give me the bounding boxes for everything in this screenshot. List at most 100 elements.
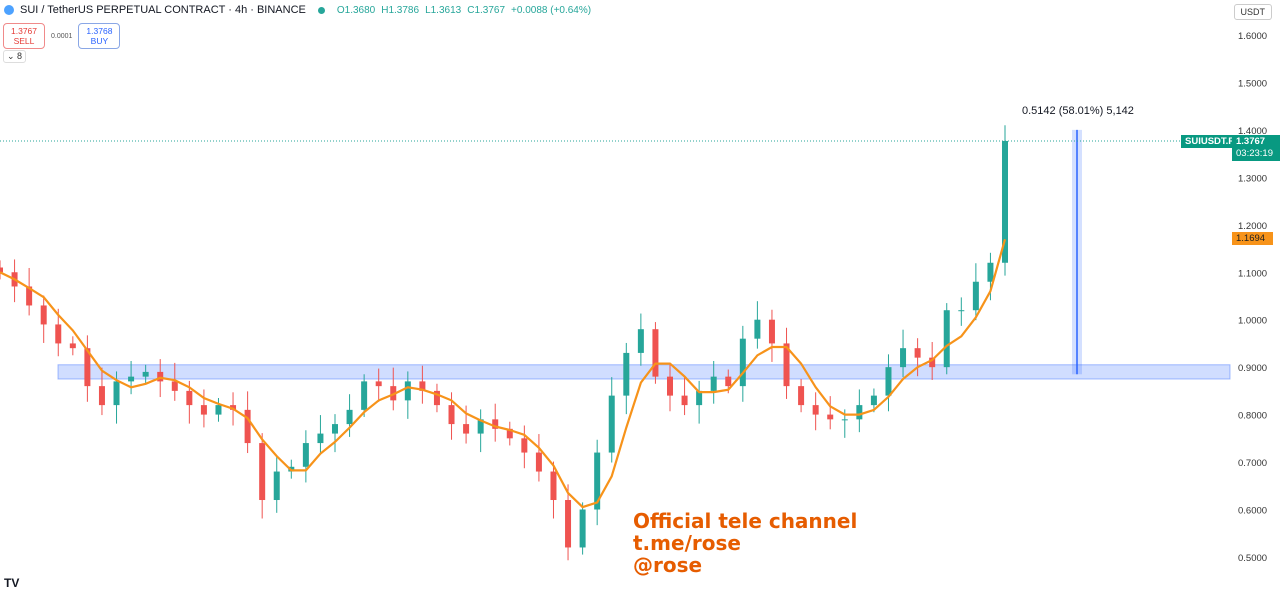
candle-body xyxy=(608,395,615,453)
symbol-header: SUI / TetherUS PERPETUAL CONTRACT · 4h ·… xyxy=(4,4,591,16)
y-tick-label: 1.6000 xyxy=(1238,31,1267,42)
y-tick-label: 1.5000 xyxy=(1238,78,1267,89)
tradingview-logo-icon[interactable]: TV xyxy=(4,576,20,590)
candle-body xyxy=(754,319,761,339)
candle-body xyxy=(652,329,659,377)
candle-body xyxy=(885,367,892,396)
candle-body xyxy=(477,419,484,434)
y-tick-label: 0.6000 xyxy=(1238,506,1267,517)
candle-body xyxy=(375,381,382,387)
candle-body xyxy=(244,409,251,444)
candle-body xyxy=(535,452,542,472)
candle-body xyxy=(230,405,237,410)
candle-body xyxy=(361,381,368,410)
sell-button[interactable]: 1.3767 SELL xyxy=(3,23,45,49)
measure-label: 0.5142 (58.01%) 5,142 xyxy=(1022,105,1134,117)
candle-body xyxy=(40,305,47,325)
candle-body xyxy=(215,405,222,415)
candle-body xyxy=(26,286,33,306)
sell-label: SELL xyxy=(13,36,35,46)
candle-body xyxy=(463,424,470,434)
candle-body xyxy=(171,381,178,391)
candle-body xyxy=(332,424,338,434)
ohlc-high: H1.3786 xyxy=(381,4,420,16)
ohlc-low: L1.3613 xyxy=(425,4,462,16)
last-price-tag: 1.3767 03:23:19 xyxy=(1232,135,1280,161)
candle-body xyxy=(783,343,790,387)
candle-body xyxy=(433,390,440,406)
y-tick-label: 0.8000 xyxy=(1238,411,1267,422)
candle-body xyxy=(492,419,499,429)
candle-body xyxy=(113,381,120,406)
buy-button[interactable]: 1.3768 BUY xyxy=(78,23,121,49)
watermark: Official tele channel t.me/rose @rose xyxy=(633,510,857,576)
symbol-price-tag: SUIUSDT.P xyxy=(1181,135,1239,148)
candle-body xyxy=(346,409,353,425)
candle-body xyxy=(157,371,164,382)
candle-body xyxy=(856,405,863,420)
y-tick-label: 1.0000 xyxy=(1238,316,1267,327)
candle-body xyxy=(579,509,586,548)
candle-body xyxy=(637,329,644,353)
candle-body xyxy=(710,376,717,391)
moving-average-line xyxy=(0,239,1007,509)
candle-body xyxy=(725,376,732,387)
candle-body xyxy=(594,452,601,510)
y-tick-label: 1.2000 xyxy=(1238,221,1267,232)
y-tick-label: 0.5000 xyxy=(1238,553,1267,564)
candle-body xyxy=(798,386,805,406)
last-price: 1.3767 xyxy=(1236,136,1266,147)
candle-body xyxy=(870,395,877,406)
candle-body xyxy=(841,419,848,421)
candle-body xyxy=(739,338,746,387)
candle-body xyxy=(404,381,411,401)
candle-body xyxy=(623,352,630,396)
candle-body xyxy=(900,348,907,368)
indicators-count: 8 xyxy=(17,51,23,61)
candle-body xyxy=(972,281,979,311)
ohlc-change: +0.0088 (+0.64%) xyxy=(511,4,592,16)
currency-select[interactable]: USDT xyxy=(1233,4,1272,20)
candle-body xyxy=(0,267,3,273)
watermark-line1: Official tele channel xyxy=(633,509,858,533)
ohlc-close: C1.3767 xyxy=(467,4,506,16)
symbol-title[interactable]: SUI / TetherUS PERPETUAL CONTRACT · 4h ·… xyxy=(20,4,306,16)
candle-body xyxy=(550,471,557,501)
candle-body xyxy=(667,376,673,396)
ma-price-tag: 1.1694 xyxy=(1232,232,1273,245)
candle-body xyxy=(259,443,266,501)
candle-body xyxy=(827,414,834,420)
watermark-line3: @rose xyxy=(633,553,703,577)
sui-logo-icon xyxy=(4,5,14,15)
candle-body xyxy=(142,371,149,377)
candle-body xyxy=(565,500,572,548)
market-status-icon xyxy=(317,6,325,14)
y-tick-label: 0.9000 xyxy=(1238,363,1267,374)
buy-label: BUY xyxy=(90,36,109,46)
candle-body xyxy=(448,405,455,425)
candle-body xyxy=(943,310,950,368)
candle-body xyxy=(812,405,819,415)
spread: 0.0001 xyxy=(51,32,73,40)
candle-body xyxy=(273,471,280,501)
ohlc-open: O1.3680 xyxy=(336,4,376,16)
y-tick-label: 1.3000 xyxy=(1238,173,1267,184)
candle-body xyxy=(768,319,775,344)
candle-body xyxy=(1002,140,1008,263)
candle-body xyxy=(55,324,62,344)
candle-body xyxy=(84,348,91,387)
candle-body xyxy=(128,376,135,382)
candle-body xyxy=(317,433,324,444)
y-tick-label: 1.4000 xyxy=(1238,126,1267,137)
trade-panel: 1.3767 SELL 0.0001 1.3768 BUY xyxy=(3,23,121,49)
buy-price: 1.3768 xyxy=(86,26,113,36)
sell-price: 1.3767 xyxy=(11,26,37,36)
bar-countdown: 03:23:19 xyxy=(1236,148,1273,159)
candle-body xyxy=(506,428,513,439)
candle-body xyxy=(681,395,688,406)
candle-body xyxy=(186,390,193,406)
candle-body xyxy=(302,443,309,467)
indicators-toggle[interactable]: ⌄ 8 xyxy=(3,50,27,63)
candle-body xyxy=(521,438,528,453)
